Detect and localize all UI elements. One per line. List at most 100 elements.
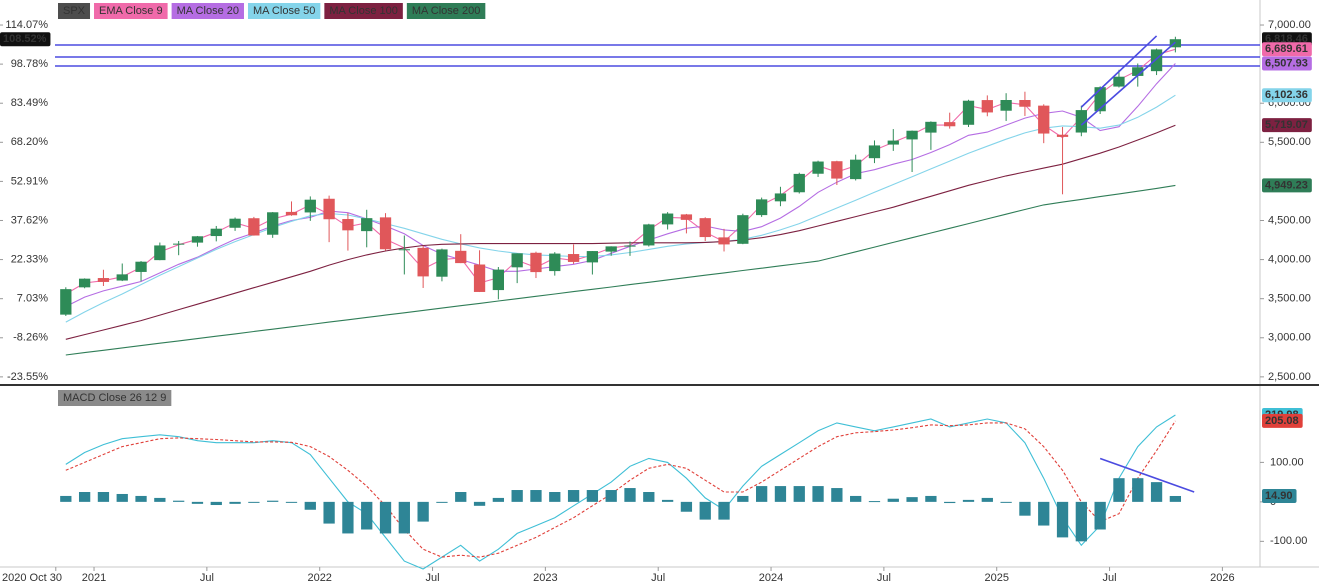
macd-line <box>65 414 1176 570</box>
macd-histogram-bar <box>699 501 711 520</box>
candle-body <box>455 250 467 264</box>
macd-histogram-bar <box>473 501 486 506</box>
macd-histogram-bar <box>1075 501 1087 542</box>
macd-histogram-bar <box>229 501 241 504</box>
candle-body <box>831 161 843 179</box>
macd-histogram-bar <box>60 495 72 502</box>
macd-histogram-bar <box>549 492 561 502</box>
candle-body <box>361 218 373 232</box>
candle-body <box>1019 100 1031 107</box>
macd-histogram-bar <box>248 501 260 503</box>
macd-histogram-bar <box>436 501 448 503</box>
macd-last-value-box <box>1262 488 1297 503</box>
candle-body <box>398 249 410 251</box>
ma-last-value-box <box>1262 56 1312 71</box>
candle-body <box>549 253 561 272</box>
candle-body <box>1075 110 1087 133</box>
ma-line <box>65 184 1176 356</box>
y2-tick-label: 7.03% <box>17 293 48 305</box>
macd-last-value-text: 14.90 <box>1265 490 1293 502</box>
percent-badge-box <box>0 32 51 47</box>
candle-body <box>1113 76 1125 87</box>
x-tick-label: 2023 <box>533 572 557 584</box>
macd-histogram-bar <box>492 497 504 502</box>
macd-histogram-bar <box>417 501 429 522</box>
trend-line <box>1080 35 1158 108</box>
candle-body <box>304 199 316 213</box>
candle-body <box>342 219 354 231</box>
legend-label: SPX <box>63 5 86 17</box>
macd-histogram-bar <box>1056 501 1069 538</box>
x-tick-label: Jul <box>1103 572 1117 584</box>
x-tick-label: Jul <box>877 572 891 584</box>
x-tick-label: 2021 <box>82 572 106 584</box>
candle-body <box>868 145 881 159</box>
candle-body <box>229 218 241 228</box>
candle-body <box>191 236 204 243</box>
x-tick-label: Jul <box>426 572 440 584</box>
y-tick-label: 4,500.00 <box>1268 214 1311 226</box>
candle-body <box>567 254 580 262</box>
y-tick-label: 2,500.00 <box>1268 371 1311 383</box>
candle-body <box>1000 100 1012 111</box>
last-price-text: 6,818.46 <box>1265 33 1308 45</box>
ma-line <box>65 94 1176 323</box>
candle-body <box>774 193 787 202</box>
x-tick-label: Jul <box>200 572 214 584</box>
percent-badge: 108.52% <box>0 32 51 47</box>
legend-box <box>94 3 168 19</box>
legend-item: MA Close 50 <box>247 3 321 19</box>
candle-body <box>586 251 599 263</box>
candle-body <box>756 199 768 216</box>
macd-histogram-bar <box>1169 495 1182 502</box>
macd-histogram-bar <box>944 501 956 504</box>
macd-histogram-bar <box>624 488 636 502</box>
macd-histogram-bar <box>398 501 410 534</box>
candle-body <box>925 121 937 133</box>
macd-histogram-bar <box>1094 501 1106 530</box>
legend-box <box>171 3 244 19</box>
ma-last-value: 6,102.36 <box>1262 88 1312 103</box>
legend-label: MA Close 100 <box>329 5 397 17</box>
legend-label: EMA Close 9 <box>99 5 163 17</box>
legend-item: EMA Close 9 <box>94 3 168 19</box>
ma-last-value: 6,507.93 <box>1262 56 1312 71</box>
macd-title-box <box>58 390 172 406</box>
y-tick-label: 3,500.00 <box>1268 293 1311 305</box>
macd-histogram-bar <box>1150 482 1163 502</box>
y2-tick-label: 37.62% <box>11 214 49 226</box>
candle-body <box>323 198 335 220</box>
candle-body <box>285 211 298 216</box>
candle-body <box>944 122 956 127</box>
macd-histogram-bar <box>116 493 128 502</box>
macd-histogram-bar <box>267 500 279 502</box>
macd-histogram-bar <box>756 486 768 502</box>
candle-body <box>793 173 805 193</box>
macd-histogram-bar <box>586 490 599 502</box>
macd-histogram-bar <box>643 492 655 502</box>
percent-badge-text: 108.52% <box>3 33 47 45</box>
candle-body <box>680 214 693 220</box>
macd-title-text: MACD Close 26 12 9 <box>63 392 166 404</box>
candle-body <box>78 278 91 288</box>
macd-histogram-bar <box>831 488 843 502</box>
candle-body <box>417 247 429 277</box>
macd-last-value: 14.90 <box>1262 488 1297 503</box>
macd-title: MACD Close 26 12 9 <box>58 390 172 406</box>
y-tick-label: 5,500.00 <box>1268 136 1311 148</box>
y-tick-label: 3,000.00 <box>1268 332 1311 344</box>
candle-body <box>135 261 147 272</box>
candle-body <box>737 215 749 244</box>
macd-histogram-bar <box>78 492 91 502</box>
ma-last-value-box <box>1262 178 1312 193</box>
macd-histogram-bar <box>925 495 937 502</box>
legend-box <box>247 3 321 19</box>
legend-box <box>324 3 403 19</box>
macd-histogram-bar <box>323 501 335 524</box>
macd-last-value: 205.08 <box>1262 413 1303 428</box>
ma-last-value-text: 6,102.36 <box>1265 89 1308 101</box>
x-tick-label: 2025 <box>984 572 1008 584</box>
candle-body <box>210 228 222 237</box>
legend-item: MA Close 100 <box>324 3 403 19</box>
